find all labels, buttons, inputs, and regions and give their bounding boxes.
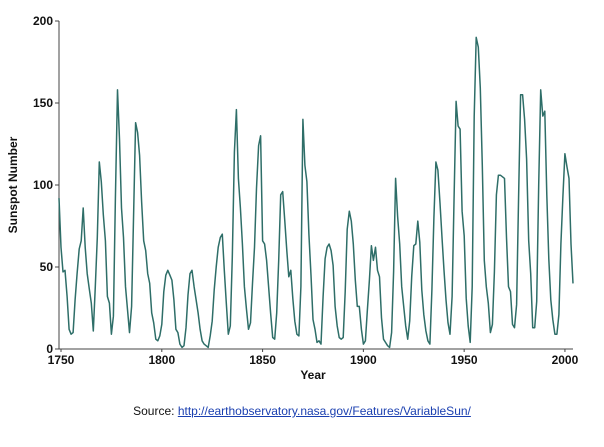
x-tick-label: 1950 (451, 353, 478, 367)
x-tick-label: 1800 (148, 353, 175, 367)
x-tick-label: 1900 (350, 353, 377, 367)
source-label: Source: (133, 404, 178, 418)
x-axis-ticks: 1750 1800 1850 1900 1950 2000 (48, 349, 579, 367)
sunspot-chart: 0 50 100 150 200 1750 1800 1850 1900 1950 2000 Ye… (6, 14, 579, 382)
x-axis-title: Year (300, 368, 326, 382)
y-tick-label: 100 (33, 178, 53, 192)
y-axis-title: Sunspot Number (6, 136, 20, 233)
x-tick-label: 1850 (249, 353, 276, 367)
y-tick-label: 0 (46, 342, 53, 356)
source-caption: Source: http://earthobservatory.nasa.gov… (0, 404, 604, 418)
sunspot-series-line (58, 36, 574, 349)
plot-area (58, 21, 573, 350)
y-tick-label: 50 (40, 260, 54, 274)
y-tick-label: 150 (33, 96, 53, 110)
x-tick-label: 1750 (48, 353, 75, 367)
y-tick-label: 200 (33, 14, 53, 28)
y-axis-ticks: 0 50 100 150 200 (33, 14, 59, 356)
x-tick-label: 2000 (552, 353, 579, 367)
source-link[interactable]: http://earthobservatory.nasa.gov/Feature… (177, 404, 471, 418)
